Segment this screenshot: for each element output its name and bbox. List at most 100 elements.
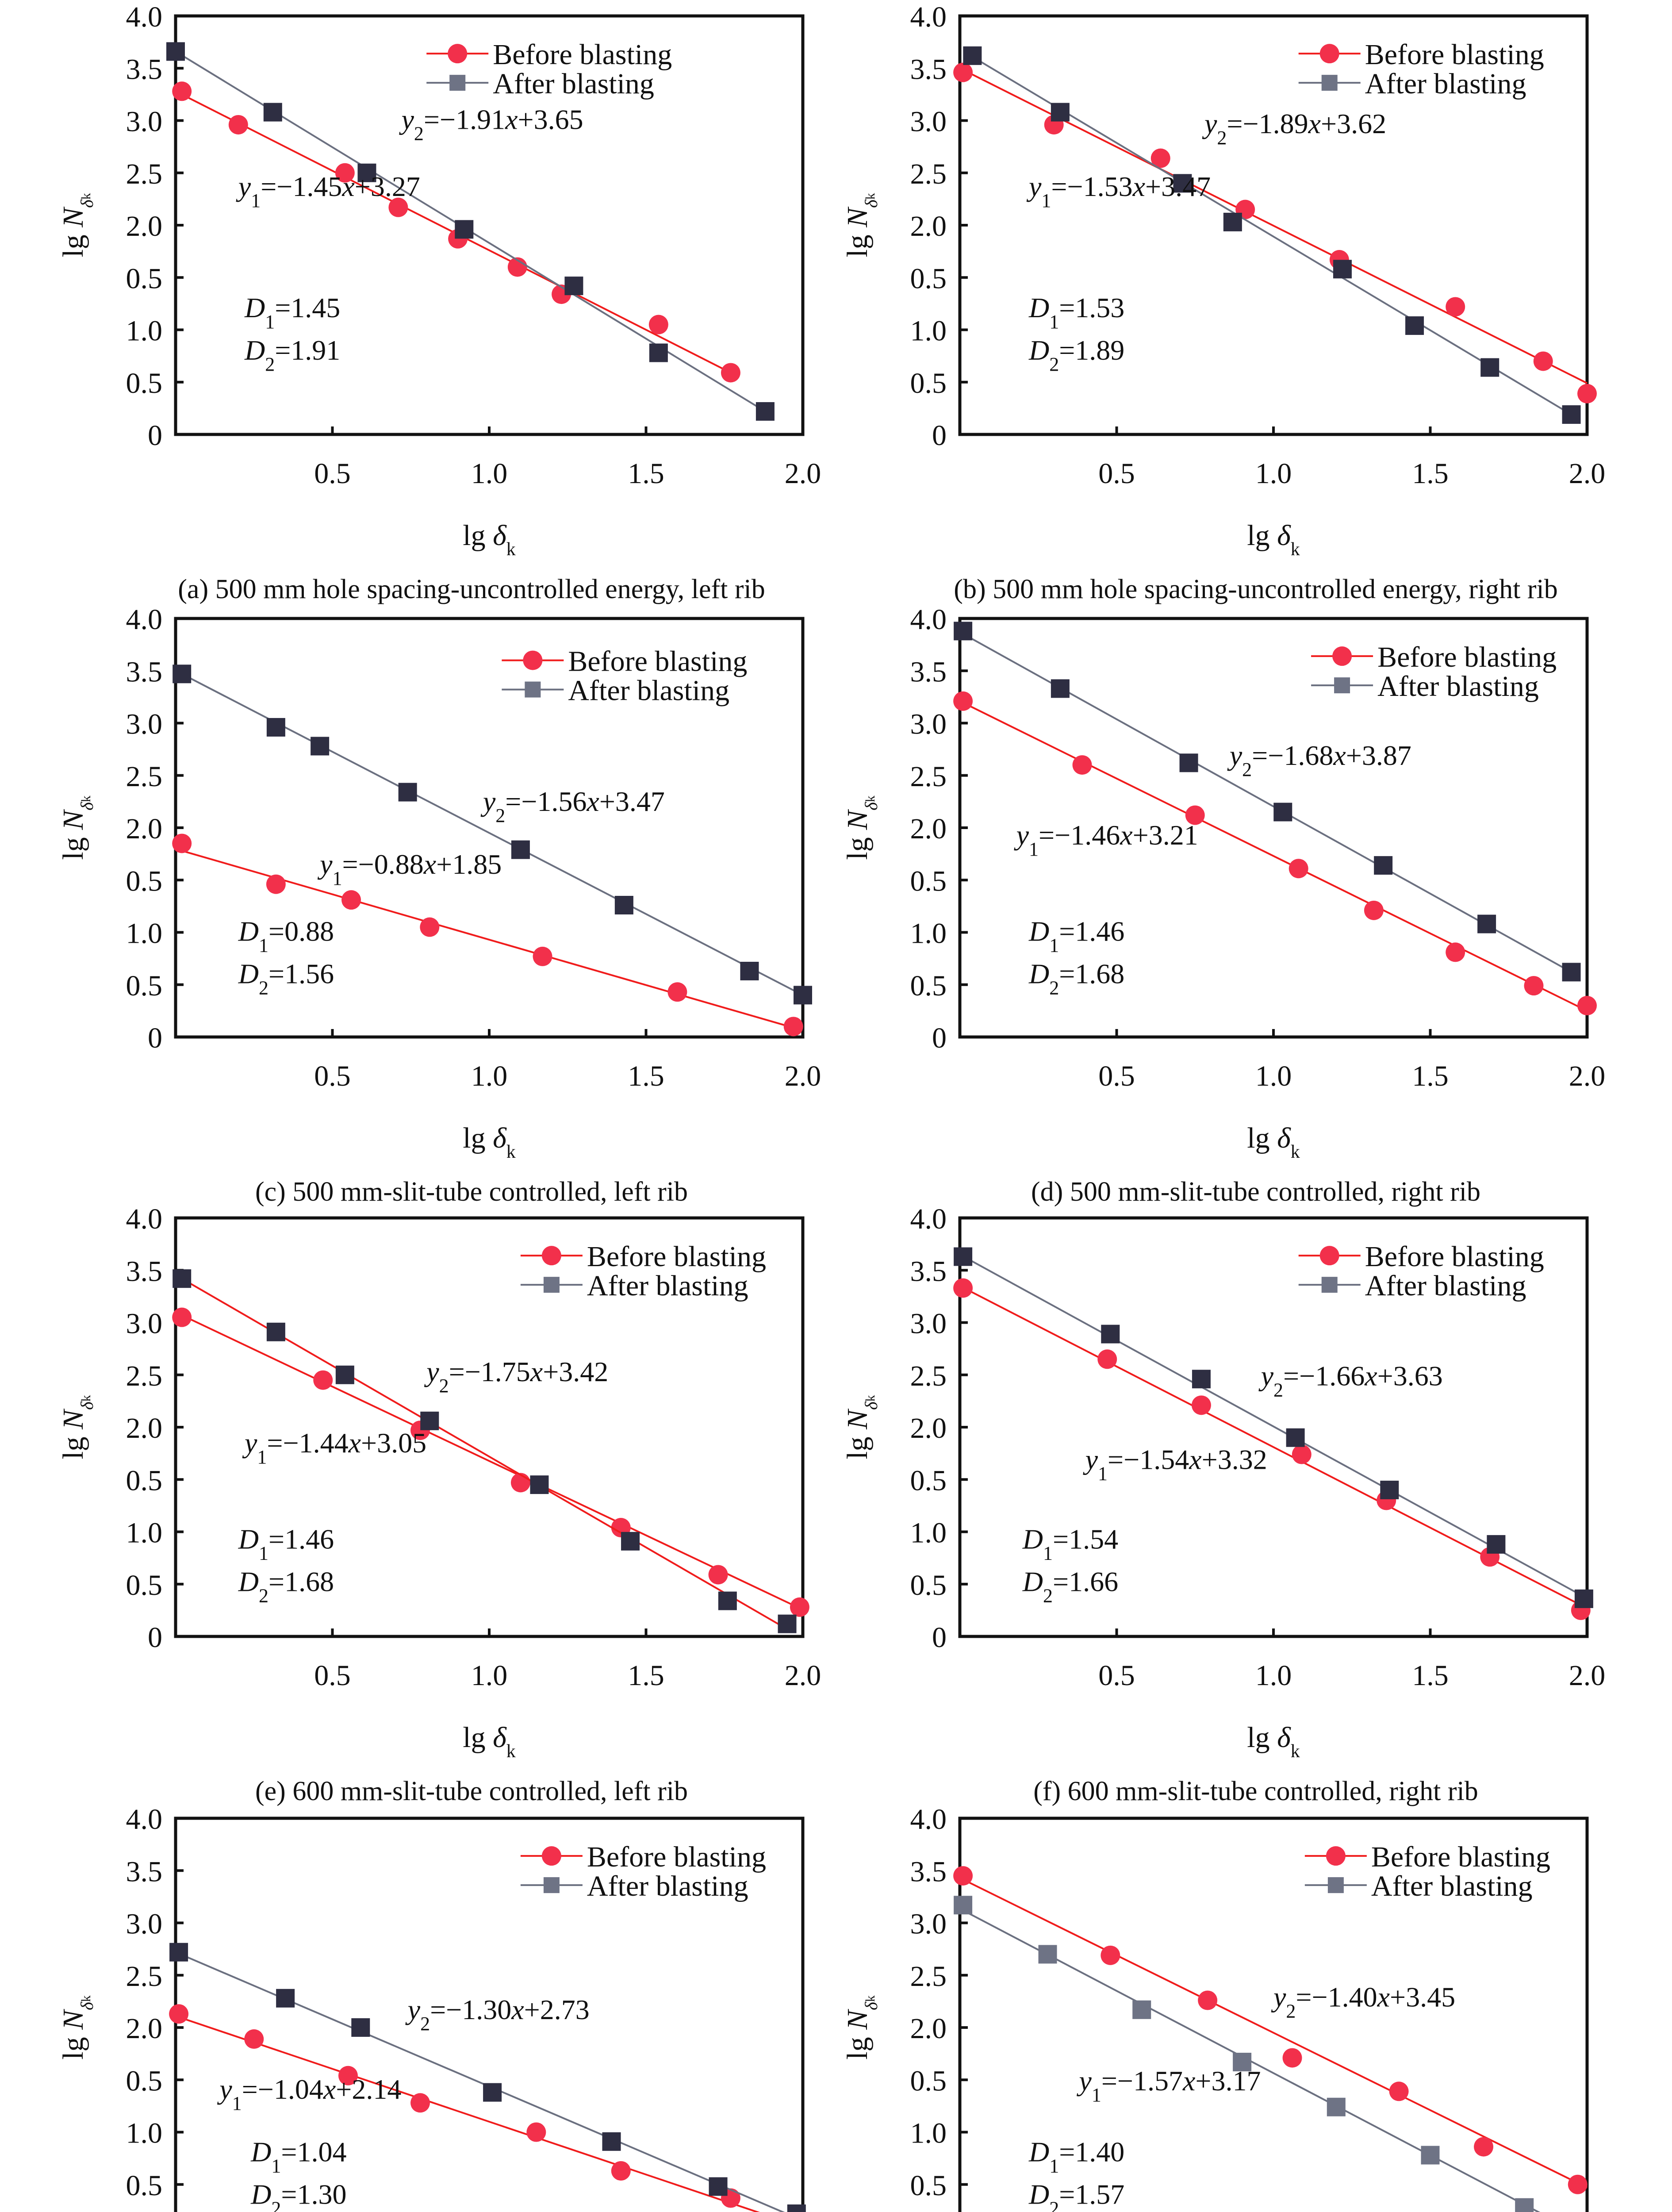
y-tick-label: 4.0 (910, 603, 947, 636)
y-tick-label: 3.0 (126, 1308, 163, 1340)
fit-line (959, 1285, 1581, 1606)
y-tick-label: 2.5 (126, 158, 163, 190)
data-point-after (1480, 358, 1499, 377)
panel-caption: (c) 500 mm-slit-tube controlled, left ri… (255, 1177, 688, 1207)
y-tick-label: 0 (148, 419, 162, 452)
y-tick-label: 1.0 (910, 315, 947, 347)
y-tick-label: 3.5 (126, 1255, 163, 1287)
legend-marker-before (1326, 1846, 1346, 1866)
x-tick-label: 1.0 (1255, 1659, 1292, 1692)
y-tick-label: 0.5 (126, 970, 163, 1002)
equation-y2: y2=−1.66x+3.63 (1258, 1360, 1443, 1401)
y-tick-label: 0.5 (910, 1464, 947, 1497)
legend-marker-before (1319, 1246, 1339, 1266)
y-tick-label: 0 (932, 1621, 947, 1654)
x-axis-title: lg δk (463, 519, 516, 560)
data-point-before (708, 1565, 728, 1585)
fit-line (959, 1877, 1588, 2189)
data-point-after (1051, 103, 1070, 122)
data-point-before (1474, 2137, 1494, 2157)
x-tick-label: 1.0 (471, 1060, 508, 1092)
x-tick-label: 2.0 (785, 1659, 821, 1692)
data-point-after (954, 1247, 973, 1266)
data-point-before (335, 163, 355, 183)
data-point-after (1515, 2198, 1534, 2212)
y-axis-title: lg Nδk (57, 795, 97, 860)
data-point-after (1574, 1589, 1593, 1608)
chart-panel-f: 0 0.5 1.0 0.5 2.0 2.5 3.0 3.5 4.0 0.5 1.0 1.5 2.0 lg … (841, 1203, 1605, 1806)
y-tick-label: 4.0 (910, 1, 947, 33)
equation-y2: y2=−1.30x+2.73 (405, 1994, 590, 2035)
y-tick-label: 4.0 (126, 1203, 163, 1235)
fractal-dimension-d2: D2=1.30 (250, 2179, 346, 2212)
equation-y1: y1=−1.53x+3.47 (1026, 171, 1211, 211)
data-point-before (510, 1473, 530, 1493)
legend-marker-after (525, 681, 541, 698)
y-axis-title: lg Nδk (57, 193, 97, 257)
data-point-before (533, 946, 552, 966)
y-tick-label: 3.0 (910, 106, 947, 138)
legend-label-after: After blasting (587, 1870, 748, 1902)
panel-caption: (e) 600 mm-slit-tube controlled, left ri… (255, 1776, 688, 1806)
y-tick-label: 1.0 (126, 2117, 163, 2150)
data-point-after (1374, 856, 1393, 875)
data-point-before (667, 982, 687, 1002)
chart-panel-g: 00.51.00.52.02.53.03.54.00.51.01.52.0lg … (57, 1803, 806, 2212)
data-point-after (335, 1365, 354, 1384)
data-point-after (1421, 2146, 1440, 2165)
data-point-before (1282, 2048, 1302, 2068)
data-point-before (388, 197, 408, 217)
data-point-before (338, 2066, 358, 2085)
y-tick-label: 0.5 (126, 367, 163, 399)
data-point-before (172, 1307, 192, 1327)
equation-y1: y1=−1.44x+3.05 (242, 1427, 426, 1468)
y-tick-label: 3.0 (126, 106, 163, 138)
x-axis-title: lg δk (1247, 1721, 1300, 1762)
data-point-after (166, 42, 185, 61)
data-point-before (1198, 1990, 1218, 2010)
fractal-dimension-d1: D1=1.46 (238, 1523, 334, 1564)
series-before-blasting (953, 691, 1597, 1016)
data-point-after (1333, 260, 1352, 279)
legend-marker-after (543, 1877, 560, 1893)
equation-y2: y2=−1.89x+3.62 (1202, 108, 1386, 149)
x-tick-label: 1.0 (1255, 457, 1292, 490)
fractal-dimension-d2: D2=1.68 (1028, 958, 1124, 998)
y-tick-label: 3.0 (910, 1908, 947, 1940)
y-tick-label: 3.5 (126, 53, 163, 85)
legend-marker-before (541, 1846, 561, 1866)
y-tick-label: 2.0 (126, 1412, 163, 1444)
equation-y2: y2=−1.91x+3.65 (399, 104, 583, 144)
data-point-after (1101, 1325, 1120, 1344)
y-tick-label: 4.0 (126, 1, 163, 33)
y-tick-label: 2.5 (126, 1960, 163, 1993)
legend-marker-after (1321, 75, 1338, 91)
legend-marker-after (1334, 677, 1350, 694)
series-after-blasting (954, 1247, 1593, 1608)
data-point-after (266, 1322, 285, 1341)
data-point-before (244, 2029, 264, 2049)
x-tick-label: 2.0 (1569, 1659, 1606, 1692)
fit-line (181, 1314, 800, 1609)
data-point-after (778, 1614, 797, 1633)
y-tick-label: 3.5 (910, 53, 947, 85)
fractal-dimension-d1: D1=0.88 (238, 915, 334, 956)
chart-panel-e: 0 0.5 1.0 0.5 2.0 2.5 3.0 3.5 4.0 0.5 1.0 1.5 2.0 lg … (57, 1203, 821, 1806)
y-tick-label: 0.5 (910, 262, 947, 295)
y-tick-label: 0.5 (126, 1569, 163, 1601)
legend-label-after: After blasting (1377, 670, 1539, 703)
series-before-blasting (172, 1307, 809, 1617)
y-axis-title: lg Nδk (841, 795, 881, 860)
legend-label-before: Before blasting (1371, 1841, 1550, 1873)
data-point-before (1101, 1945, 1120, 1965)
data-point-after (1487, 1535, 1506, 1554)
x-tick-label: 1.5 (628, 457, 664, 490)
data-point-before (1568, 2174, 1588, 2194)
y-tick-label: 2.5 (910, 158, 947, 190)
y-tick-label: 0.5 (126, 865, 163, 897)
data-point-before (648, 315, 668, 334)
data-point-after (1038, 1945, 1057, 1964)
series-after-blasting (173, 1269, 797, 1633)
